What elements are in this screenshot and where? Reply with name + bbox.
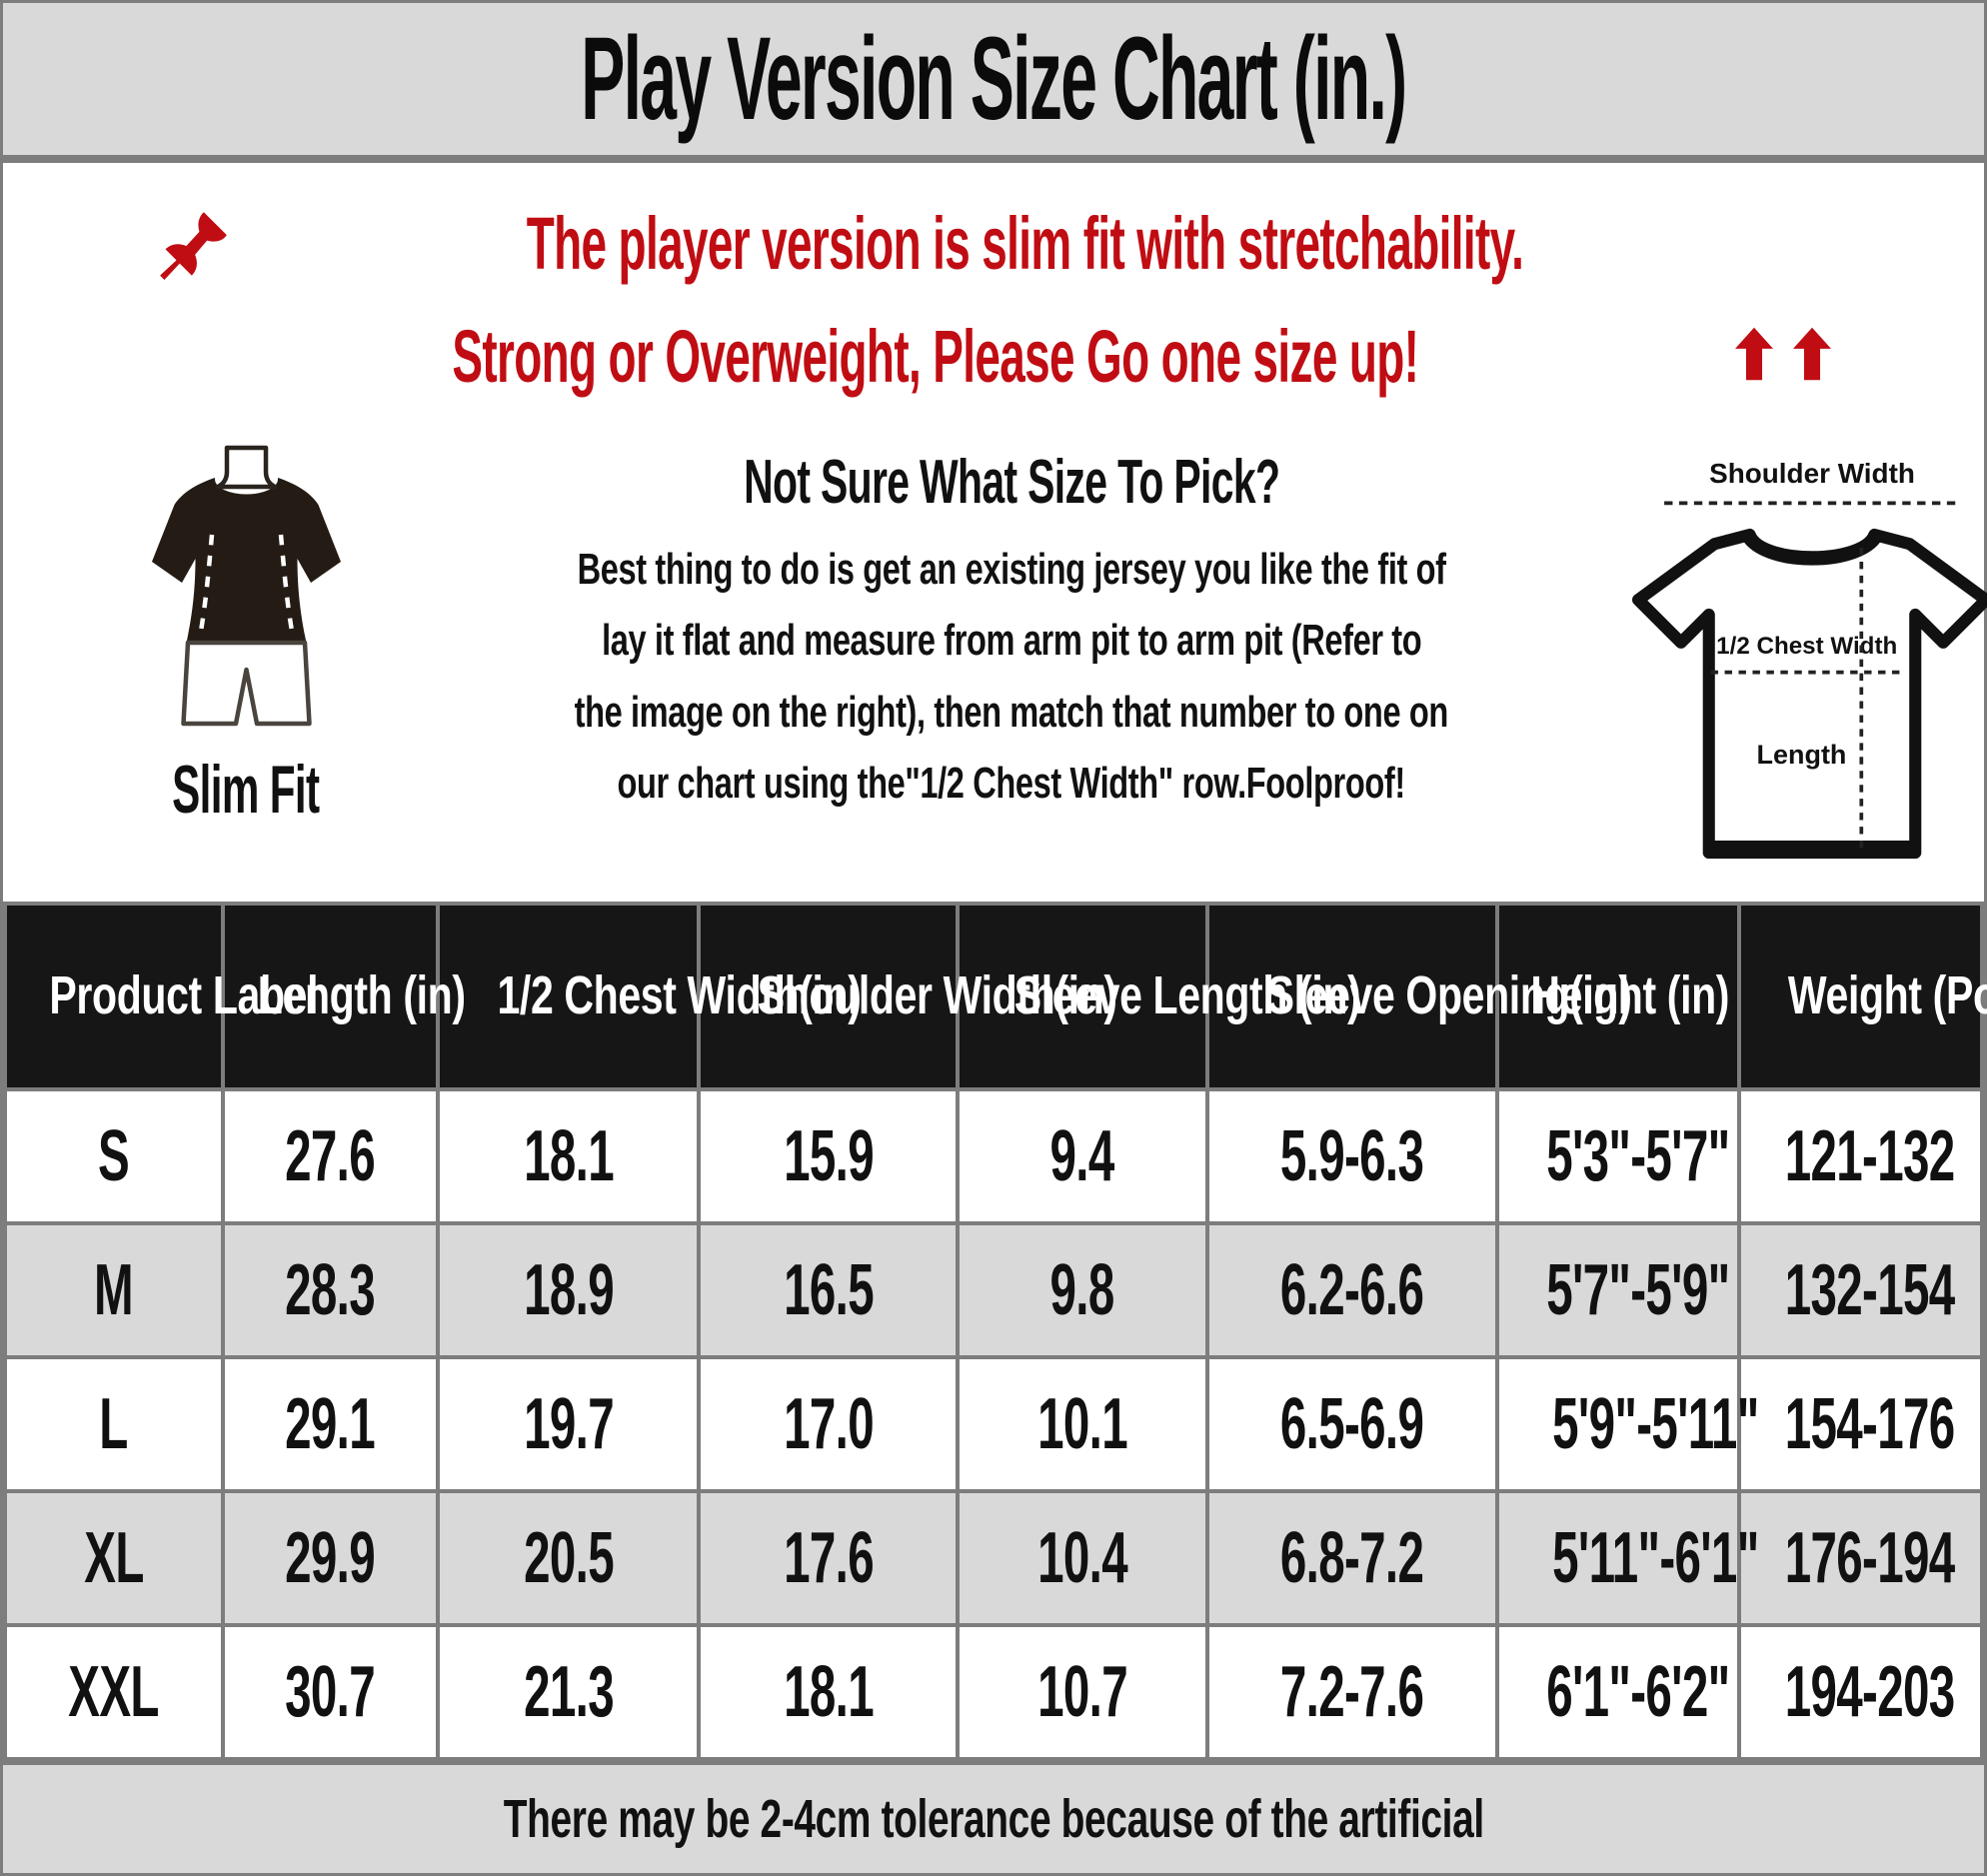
table-cell: 5'3"-5'7" <box>1495 1087 1741 1225</box>
slim-fit-label: Slim Fit <box>172 752 320 828</box>
slim-fit-illustration <box>151 445 341 727</box>
collar-line <box>1739 530 1884 566</box>
table-cell: 5'11"-6'1" <box>1495 1489 1760 1627</box>
content-area: The player version is slim fit with stre… <box>3 163 1987 902</box>
table-cell: 6.5-6.9 <box>1204 1355 1500 1493</box>
table-cell: 194-203 <box>1736 1623 1985 1761</box>
size-help-block: Not Sure What Size To Pick? Best thing t… <box>411 433 1612 819</box>
table-cell: 28.3 <box>220 1221 441 1359</box>
size-help-heading: Not Sure What Size To Pick? <box>743 448 1280 517</box>
table-cell: 18.9 <box>436 1221 702 1359</box>
shoulder-width-label: Shoulder Width <box>1709 458 1915 489</box>
table-cell: 18.1 <box>697 1623 961 1761</box>
col-header-length: Length (in) <box>220 902 466 1091</box>
table-cell: 10.4 <box>956 1489 1209 1627</box>
table-cell: S <box>3 1087 225 1225</box>
table-cell: 10.1 <box>956 1355 1209 1493</box>
tshirt-measure-diagram: Shoulder Width 1/2 Chest Width Length <box>1612 433 1987 899</box>
table-cell: M <box>3 1221 225 1359</box>
table-cell: 6'1"-6'2" <box>1495 1623 1741 1761</box>
size-help-line: lay it flat and measure from arm pit to … <box>601 616 1422 666</box>
title-bar: Play Version Size Chart (in.) <box>3 3 1984 163</box>
table-cell: 5'7"-5'9" <box>1495 1221 1741 1359</box>
col-header-sleeve-opening: Sleeve Opening(in) <box>1204 902 1631 1091</box>
table-cell: XXL <box>3 1623 225 1761</box>
size-row-s: S 27.6 18.1 15.9 9.4 5.9-6.3 5'3"-5'7" 1… <box>3 1087 1985 1225</box>
note-line-2-text: Strong or Overweight, Please Go one size… <box>452 315 1420 398</box>
table-cell: 176-194 <box>1736 1489 1985 1627</box>
size-row-xxl: XXL 30.7 21.3 18.1 10.7 7.2-7.6 6'1"-6'2… <box>3 1623 1985 1761</box>
table-cell: 154-176 <box>1736 1355 1985 1493</box>
middle-row: Slim Fit Not Sure What Size To Pick? Bes… <box>3 433 1987 899</box>
table-cell: 9.8 <box>956 1221 1209 1359</box>
chest-width-label: 1/2 Chest Width <box>1716 633 1897 660</box>
col-header-height: Height (in) <box>1495 902 1741 1091</box>
table-cell: 6.8-7.2 <box>1204 1489 1500 1627</box>
col-header-shoulder-width: Shoulder Width(in) <box>697 902 1117 1091</box>
table-cell: 27.6 <box>220 1087 441 1225</box>
table-cell: 21.3 <box>436 1623 702 1761</box>
note-line-1-text: The player version is slim fit with stre… <box>526 202 1523 285</box>
table-cell: 20.5 <box>436 1489 702 1627</box>
size-help-line: Best thing to do is get an existing jers… <box>577 545 1446 594</box>
slim-fit-figure: Slim Fit <box>3 433 411 829</box>
up-arrow-icon <box>1792 326 1831 387</box>
table-cell: 17.0 <box>697 1355 961 1493</box>
table-cell: 19.7 <box>436 1355 702 1493</box>
size-row-l: L 29.1 19.7 17.0 10.1 6.5-6.9 5'9"-5'11"… <box>3 1355 1985 1493</box>
table-cell: XL <box>3 1489 225 1627</box>
col-header-product-label: Product Label <box>3 902 319 1091</box>
table-cell: 5'9"-5'11" <box>1495 1355 1760 1493</box>
table-cell: 10.7 <box>956 1623 1209 1761</box>
table-cell: 17.6 <box>697 1489 961 1627</box>
table-cell: 5.9-6.3 <box>1204 1087 1500 1225</box>
table-cell: 30.7 <box>220 1623 441 1761</box>
table-cell: 132-154 <box>1736 1221 1985 1359</box>
table-cell: 6.2-6.6 <box>1204 1221 1500 1359</box>
size-row-m: M 28.3 18.9 16.5 9.8 6.2-6.6 5'7"-5'9" 1… <box>3 1221 1985 1359</box>
table-header-row: Product Label Length (in) 1/2 Chest Widt… <box>3 902 1987 1091</box>
size-help-line: the image on the right), then match that… <box>574 687 1449 737</box>
table-cell: 18.1 <box>436 1087 702 1225</box>
size-row-xl: XL 29.9 20.5 17.6 10.4 6.8-7.2 5'11"-6'1… <box>3 1489 1985 1627</box>
up-arrow-icon <box>1734 326 1773 387</box>
size-help-line: our chart using the"1/2 Chest Width" row… <box>617 758 1406 808</box>
note-line-1: The player version is slim fit with stre… <box>3 201 1984 286</box>
table-cell: 16.5 <box>697 1221 961 1359</box>
pushpin-icon <box>159 210 229 285</box>
note-line-2: Strong or Overweight, Please Go one size… <box>3 314 1984 399</box>
table-cell: 121-132 <box>1736 1087 1985 1225</box>
table-cell: 9.4 <box>956 1087 1209 1225</box>
size-table: Product Label Length (in) 1/2 Chest Widt… <box>3 902 1987 1761</box>
footer-bar: There may be 2-4cm tolerance because of … <box>3 1761 1984 1873</box>
length-label: Length <box>1756 740 1846 770</box>
page-title: Play Version Size Chart (in.) <box>581 13 1407 145</box>
table-cell: L <box>3 1355 225 1493</box>
table-cell: 29.1 <box>220 1355 441 1493</box>
table-cell: 29.9 <box>220 1489 441 1627</box>
tolerance-note: There may be 2-4cm tolerance because of … <box>503 1789 1484 1849</box>
table-cell: 7.2-7.6 <box>1204 1623 1500 1761</box>
col-header-sleeve-length: Sleeve Length (in) <box>956 902 1361 1091</box>
table-cell: 15.9 <box>697 1087 961 1225</box>
col-header-weight: Weight (Pound) <box>1736 902 1987 1091</box>
col-header-half-chest-width: 1/2 Chest Width(in) <box>436 902 862 1091</box>
tshirt-outline <box>1631 528 1987 860</box>
